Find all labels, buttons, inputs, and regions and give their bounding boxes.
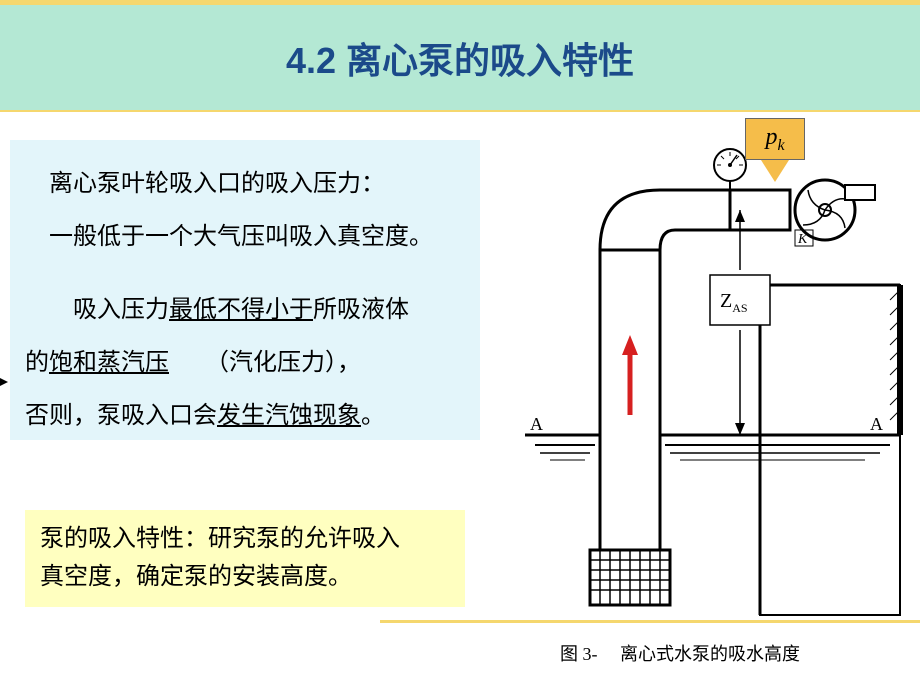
para2-underline: 最低不得小于 [169, 297, 313, 323]
main-text-box: 离心泵叶轮吸入口的吸入压力： 一般低于一个大气压叫吸入真空度。 吸入压力最低不得… [10, 140, 480, 440]
notch-icon [0, 378, 8, 386]
bottom-yellow-line [380, 620, 920, 623]
pk-callout: pk [745, 118, 805, 183]
pump-svg: A A [495, 130, 905, 620]
para3-prefix: 的 [25, 350, 49, 376]
callout-tail-icon [761, 160, 789, 182]
summary-box: 泵的吸入特性：研究泵的允许吸入 真空度，确定泵的安装高度。 [25, 510, 465, 607]
yellow-line1: 泵的吸入特性：研究泵的允许吸入 [40, 520, 450, 558]
para4-underline: 发生汽蚀现象 [217, 403, 361, 429]
para2-prefix: 吸入压力 [73, 297, 169, 323]
page-title: 4.2 离心泵的吸入特性 [286, 32, 634, 84]
pk-callout-box: pk [745, 118, 805, 160]
pump-diagram: A A [495, 130, 905, 620]
para2-suffix: 所吸液体 [313, 297, 409, 323]
pk-var: pk [765, 124, 784, 155]
para4: 否则，泵吸入口会发生汽蚀现象。 [25, 392, 465, 440]
para4-suffix: 。 [361, 403, 385, 429]
k-label: K [797, 232, 808, 247]
para3: 的饱和蒸汽压 （汽化压力）， [25, 339, 465, 387]
para3-mid: （汽化压力）， [169, 350, 361, 376]
caption-prefix: 图 3- [560, 644, 598, 664]
yellow-line2: 真空度，确定泵的安装高度。 [40, 558, 450, 596]
caption-text: 离心式水泵的吸水高度 [620, 644, 800, 664]
para1-line1: 离心泵叶轮吸入口的吸入压力： [25, 160, 465, 208]
a-label-right: A [870, 414, 883, 434]
para2: 吸入压力最低不得小于所吸液体 [25, 286, 465, 334]
a-label-left: A [530, 414, 543, 434]
title-band: 4.2 离心泵的吸入特性 [0, 5, 920, 110]
para1-line2: 一般低于一个大气压叫吸入真空度。 [25, 213, 465, 261]
figure-caption: 图 3- 离心式水泵的吸水高度 [560, 640, 800, 666]
yellow-divider [0, 110, 920, 112]
para3-underline: 饱和蒸汽压 [49, 350, 169, 376]
para4-prefix: 否则，泵吸入口会 [25, 403, 217, 429]
